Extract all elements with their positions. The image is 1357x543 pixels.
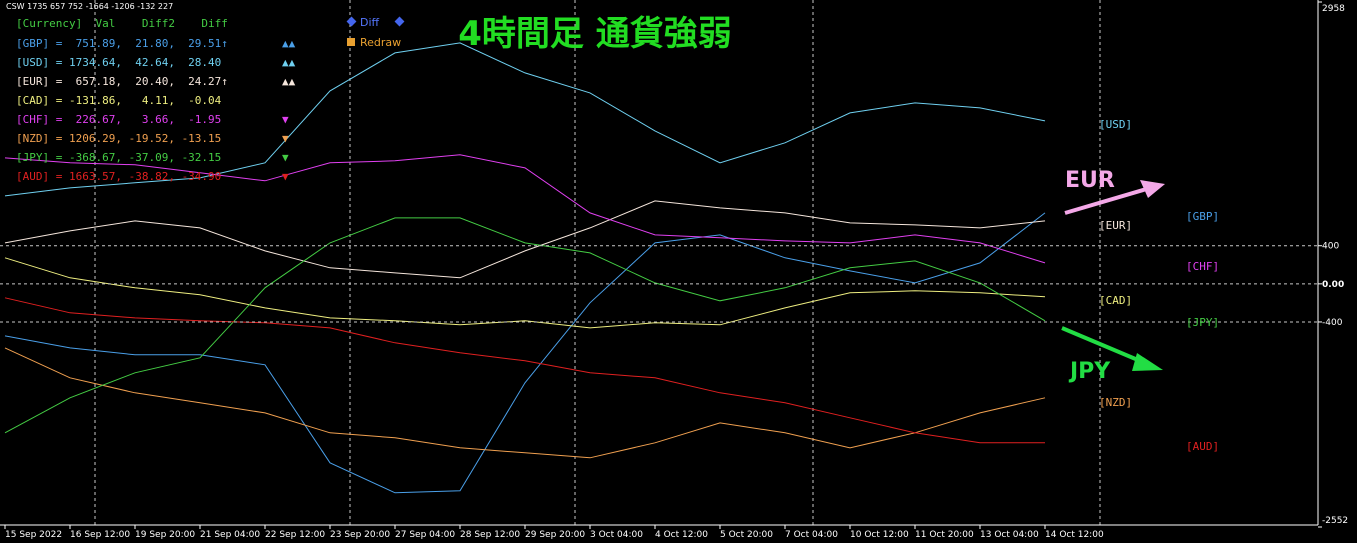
table-header: [Currency] Val Diff2 Diff [16, 17, 228, 30]
table-row: [CAD] = -131.86, 4.11, -0.04 [16, 94, 222, 107]
series-label: [NZD] [1099, 396, 1132, 409]
x-tick-label: 29 Sep 20:00 [525, 530, 585, 540]
series-label: [CAD] [1099, 294, 1132, 307]
x-tick-label: 27 Sep 04:00 [395, 530, 455, 540]
series-label: [JPY] [1186, 316, 1219, 329]
series-line [4, 200, 1046, 279]
annotation: EUR [1065, 168, 1115, 193]
series-label: [CHF] [1186, 260, 1219, 273]
trend-icon: ▲▲ [282, 37, 296, 50]
series-label: [USD] [1099, 118, 1132, 131]
x-tick-label: 7 Oct 04:00 [785, 530, 838, 540]
y-tick-label: -2552 [1322, 516, 1348, 526]
trend-icon: ▼ [282, 151, 289, 164]
x-tick-label: 14 Oct 12:00 [1045, 530, 1104, 540]
y-tick-label: 0.00 [1322, 280, 1344, 290]
x-tick-label: 15 Sep 2022 [5, 530, 62, 540]
series-line [4, 42, 1046, 197]
y-tick-label: 400 [1322, 242, 1339, 252]
series-line [4, 347, 1046, 459]
table-row: [NZD] = 1206.29, -19.52, -13.15 [16, 132, 221, 145]
y-tick-label: 2958 [1322, 4, 1345, 14]
series-line [4, 212, 1046, 494]
overlay: [GBP] = 751.89, 21.80, 29.51↑ ▲▲ [USD] = 1… [16, 37, 1115, 384]
series-label: [EUR] [1099, 219, 1132, 232]
x-tick-label: 16 Sep 12:00 [70, 530, 130, 540]
table-row: [AUD] = 1663.57, -38.82, -34.90 [16, 170, 221, 183]
x-tick-label: 23 Sep 20:00 [330, 530, 390, 540]
table-row: [JPY] = -368.67, -37.09, -32.15 [16, 151, 221, 164]
trend-icon: ▼ [282, 113, 289, 126]
series-line [4, 217, 1046, 434]
series-label: [GBP] [1186, 210, 1219, 223]
annotation: JPY [1068, 359, 1111, 384]
trend-icon: ▼ [282, 170, 289, 183]
x-tick-label: 21 Sep 04:00 [200, 530, 260, 540]
eur-arrowhead [1140, 180, 1165, 198]
diff-button[interactable]: Diff [360, 16, 380, 29]
series-label: [AUD] [1186, 440, 1219, 453]
x-tick-label: 10 Oct 12:00 [850, 530, 909, 540]
x-tick-label: 3 Oct 04:00 [590, 530, 643, 540]
series-line [4, 154, 1046, 264]
redraw-icon [347, 38, 355, 46]
chart-title: 4時間足 通貨強弱 [458, 14, 732, 54]
x-tick-label: 28 Sep 12:00 [460, 530, 520, 540]
jpy-arrowhead [1132, 353, 1163, 371]
x-tick-label: 22 Sep 12:00 [265, 530, 325, 540]
trend-icon: ▲▲ [282, 56, 296, 69]
table-row: [CHF] = 226.67, 3.66, -1.95 [16, 113, 221, 126]
x-tick-label: 11 Oct 20:00 [915, 530, 974, 540]
y-tick-label: -400 [1322, 318, 1343, 328]
jpy-arrow [1061, 326, 1146, 365]
x-tick-label: 4 Oct 12:00 [655, 530, 708, 540]
redraw-button[interactable]: Redraw [360, 36, 401, 49]
x-tick-label: 13 Oct 04:00 [980, 530, 1039, 540]
header: CSW 1735 657 752 -1664 -1206 -132 227 [6, 2, 173, 11]
series-line [4, 297, 1045, 444]
trend-icon: ▼ [282, 132, 289, 145]
table-row: [USD] = 1734.64, 42.64, 28.40 [16, 56, 221, 69]
series-line [4, 257, 1046, 329]
lines [4, 42, 1046, 494]
table-row: [GBP] = 751.89, 21.80, 29.51↑ [16, 37, 228, 50]
x-tick-label: 5 Oct 20:00 [720, 530, 773, 540]
table-row: [EUR] = 657.18, 20.40, 24.27↑ [16, 75, 228, 88]
x-tick-label: 19 Sep 20:00 [135, 530, 195, 540]
eur-arrow [1064, 186, 1151, 215]
trend-icon: ▲▲ [282, 75, 296, 88]
